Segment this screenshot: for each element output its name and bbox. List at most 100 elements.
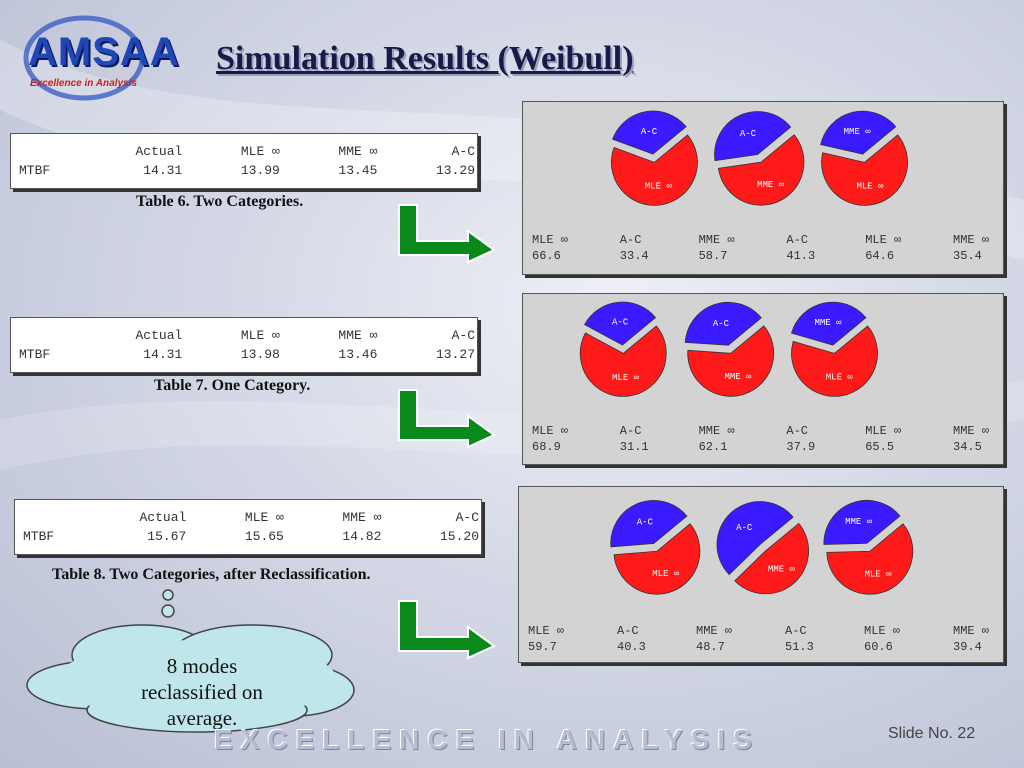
table-cell: 15.20 (439, 529, 479, 544)
percentage-value-row: 66.6 33.4 58.7 41.3 64.6 35.4 (532, 248, 1003, 264)
pie-slice (610, 500, 688, 548)
percentage-label: MLE ∞ (532, 424, 569, 438)
table-cell: 14.31 (143, 163, 183, 178)
pie-slice-label: MLE ∞ (612, 373, 640, 383)
percentage-label: A-C (786, 233, 809, 247)
table-header-cell: A-C (451, 144, 475, 159)
table-header-row: Actual MLE ∞ MME ∞ A-C (11, 326, 477, 345)
percentage-value: 58.7 (698, 249, 728, 263)
percentage-label-row: MLE ∞ A-C MME ∞ A-C MLE ∞ MME ∞ (532, 423, 1003, 439)
percentage-value: 60.6 (864, 640, 893, 654)
table-row: MTBF 14.31 13.99 13.45 13.29 (11, 161, 477, 180)
percentage-value: 35.4 (953, 249, 982, 263)
table-header-cell (11, 326, 86, 345)
percentage-value: 59.7 (528, 640, 557, 654)
percentage-label: MME ∞ (953, 624, 990, 638)
table-cell: MTBF (19, 347, 51, 362)
percentage-label: MLE ∞ (528, 624, 565, 638)
table-cell: 13.45 (338, 163, 378, 178)
percentage-label-row: MLE ∞ A-C MME ∞ A-C MLE ∞ MME ∞ (528, 623, 1003, 639)
pie-chart-panel: MLE ∞ A-C MME ∞ A-C MLE ∞ MME ∞ MLE ∞ A-C MME… (518, 486, 1004, 663)
pie-charts: MLE ∞ A-C MME ∞ A-C MLE ∞ MME ∞ (611, 110, 908, 206)
percentage-value-row: 59.7 40.3 48.7 51.3 60.6 39.4 (528, 639, 1003, 655)
table-header-row: Actual MLE ∞ MME ∞ A-C (11, 142, 477, 161)
percentage-value: 68.9 (532, 440, 561, 454)
table-cell: 15.65 (244, 529, 284, 544)
pie-slice (717, 134, 805, 206)
mtbf-table-8: Actual MLE ∞ MME ∞ A-C MTBF 15.67 15.65 … (14, 499, 482, 555)
table-cell: 15.67 (147, 529, 187, 544)
pie-slice (613, 523, 701, 595)
percentage-value-row: 68.9 31.1 62.1 37.9 65.5 34.5 (532, 439, 1003, 455)
table-header-cell: A-C (455, 510, 479, 525)
table-row: MTBF 14.31 13.98 13.46 13.27 (11, 345, 477, 364)
logo-tagline: Excellence in Analysis (30, 78, 137, 89)
table-header-cell: MME ∞ (342, 510, 382, 525)
table-cell: 13.99 (240, 163, 280, 178)
pie-slice-label: A-C (637, 518, 654, 528)
pie-slice-label: MLE ∞ (652, 569, 680, 579)
pie-slice (820, 110, 897, 155)
table-cell: 14.31 (143, 347, 183, 362)
table-header-cell: A-C (451, 328, 475, 343)
percentage-label: A-C (619, 233, 642, 247)
table-caption: Table 7. One Category. (154, 377, 311, 394)
table-header-cell (15, 508, 90, 527)
percentage-label: MLE ∞ (532, 233, 569, 247)
table-header-cell: MME ∞ (338, 328, 378, 343)
table-header-cell: MME ∞ (338, 144, 378, 159)
pie-slice (791, 325, 878, 397)
table-caption: Table 6. Two Categories. (136, 193, 304, 210)
table-header-cell: Actual (139, 510, 187, 525)
percentage-value: 51.3 (785, 640, 814, 654)
pie-slice-label: MLE ∞ (865, 569, 893, 579)
green-arrow-icon (398, 389, 496, 449)
percentage-value: 62.1 (698, 440, 728, 454)
percentage-label: MLE ∞ (864, 624, 901, 638)
pie-slice-label: MME ∞ (814, 318, 842, 328)
percentage-label: MME ∞ (953, 233, 990, 247)
pie-slice (823, 499, 901, 545)
percentage-label: A-C (617, 624, 639, 638)
table-header-cell: MLE ∞ (240, 328, 280, 343)
pie-slice (826, 523, 914, 595)
pie-slice-label: MME ∞ (724, 372, 752, 382)
table-cell: MTBF (19, 163, 51, 178)
percentage-label: MME ∞ (696, 624, 733, 638)
callout-text: 8 modes reclassified on average. (141, 654, 263, 730)
pie-slice (684, 301, 762, 346)
table-header-cell: MLE ∞ (240, 144, 280, 159)
table-cell: 13.46 (338, 347, 378, 362)
table-header-cell: MLE ∞ (244, 510, 284, 525)
percentage-value: 37.9 (786, 440, 816, 454)
pie-slice-label: MME ∞ (757, 180, 785, 190)
percentage-table: MLE ∞ A-C MME ∞ A-C MLE ∞ MME ∞ 59.7 40.… (528, 623, 1003, 655)
slide-title: Simulation Results (Weibull) (216, 40, 634, 77)
green-arrow-icon (398, 204, 496, 264)
pie-slice (714, 111, 792, 162)
amsaa-logo (22, 12, 182, 102)
pie-slice-label: MLE ∞ (645, 182, 673, 192)
pie-slice-label: MLE ∞ (826, 373, 854, 383)
percentage-label: A-C (786, 424, 809, 438)
slide-number: Slide No. 22 (888, 725, 976, 742)
table-cell: MTBF (23, 529, 55, 544)
pie-slice (611, 134, 698, 206)
percentage-value: 39.4 (953, 640, 982, 654)
percentage-value: 66.6 (532, 249, 561, 263)
pie-charts: MLE ∞ A-C MME ∞ A-C MLE ∞ MME ∞ (610, 499, 914, 595)
percentage-table: MLE ∞ A-C MME ∞ A-C MLE ∞ MME ∞ 66.6 33.… (532, 232, 1003, 264)
percentage-label: A-C (785, 624, 807, 638)
percentage-value: 40.3 (617, 640, 646, 654)
pie-slice-label: MME ∞ (845, 517, 873, 527)
pie-slice-label: MLE ∞ (856, 181, 884, 191)
percentage-value: 34.5 (953, 440, 982, 454)
table-cell: 13.29 (435, 163, 475, 178)
percentage-value: 64.6 (865, 249, 895, 263)
percentage-label: MME ∞ (698, 424, 735, 438)
logo-swirl-icon (23, 15, 145, 101)
green-arrow-icon (398, 600, 496, 660)
thought-cloud-callout: 8 modes reclassified on average. (22, 585, 372, 735)
pie-chart-panel: MLE ∞ A-C MME ∞ A-C MLE ∞ MME ∞ MLE ∞ A-C MME… (522, 293, 1004, 465)
percentage-value: 31.1 (619, 440, 649, 454)
